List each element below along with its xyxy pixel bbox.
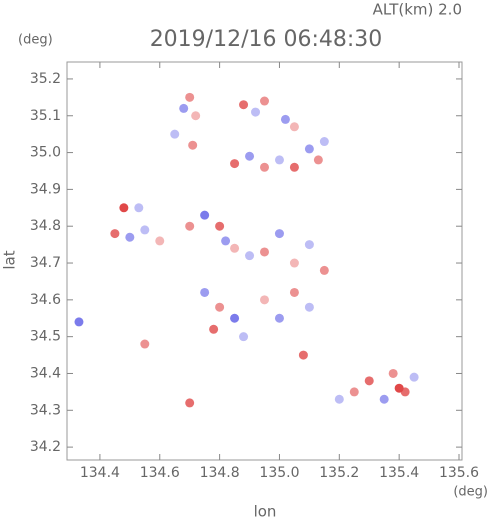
y-tick-label: 35.0 bbox=[30, 145, 61, 161]
x-tick-label: 135.4 bbox=[379, 465, 419, 481]
echo-point bbox=[200, 210, 210, 220]
echo-point bbox=[230, 243, 240, 253]
echo-point bbox=[119, 203, 129, 213]
echo-point bbox=[221, 236, 231, 246]
echo-point bbox=[319, 265, 329, 275]
echo-point bbox=[260, 96, 269, 106]
plot-frame bbox=[66, 61, 463, 461]
echo-point bbox=[364, 376, 374, 386]
chart-title: 2019/12/16 06:48:30 bbox=[150, 27, 383, 52]
echo-point bbox=[313, 155, 323, 165]
echo-point bbox=[388, 368, 398, 378]
echo-point bbox=[245, 251, 255, 261]
echo-point bbox=[274, 155, 284, 165]
echo-point bbox=[289, 122, 299, 132]
echo-point bbox=[334, 394, 344, 404]
echo-point bbox=[185, 92, 195, 102]
y-tick-label: 34.9 bbox=[30, 181, 61, 197]
echo-point bbox=[409, 372, 419, 382]
altitude-annotation: ALT(km) 2.0 bbox=[373, 1, 462, 19]
echo-point bbox=[245, 151, 255, 161]
echo-point bbox=[400, 387, 410, 397]
echo-point bbox=[215, 221, 225, 231]
echo-point bbox=[289, 258, 299, 268]
echo-point bbox=[379, 394, 389, 404]
x-tick-label: 135.0 bbox=[259, 465, 299, 481]
y-tick-label: 34.7 bbox=[30, 255, 61, 271]
y-tick-label: 35.2 bbox=[30, 71, 61, 87]
echo-point bbox=[239, 332, 249, 342]
y-axis-label: lat bbox=[1, 250, 19, 269]
echo-point bbox=[260, 247, 269, 257]
echo-point bbox=[349, 387, 359, 397]
echo-point bbox=[280, 114, 290, 124]
x-tick-label: 135.2 bbox=[319, 465, 359, 481]
echo-point bbox=[304, 144, 314, 154]
echo-point bbox=[209, 324, 219, 334]
echo-point bbox=[179, 103, 189, 113]
echo-point bbox=[251, 107, 261, 117]
y-tick-label: 34.5 bbox=[30, 329, 61, 345]
echo-point bbox=[274, 229, 284, 239]
y-unit: (deg) bbox=[18, 33, 53, 48]
y-tick-label: 34.8 bbox=[30, 218, 61, 234]
echo-point bbox=[125, 232, 135, 242]
echo-point bbox=[74, 317, 84, 327]
x-tick-label: 134.4 bbox=[80, 465, 120, 481]
echo-point bbox=[298, 350, 308, 360]
echo-point bbox=[289, 162, 299, 172]
echo-point bbox=[110, 229, 120, 239]
echo-point bbox=[170, 129, 180, 139]
echo-point bbox=[239, 100, 249, 110]
x-tick-label: 134.6 bbox=[140, 465, 180, 481]
y-tick-label: 34.4 bbox=[30, 365, 61, 381]
x-tick-label: 135.6 bbox=[439, 465, 479, 481]
echo-point bbox=[188, 140, 198, 150]
x-unit: (deg) bbox=[453, 485, 488, 500]
echo-point bbox=[185, 221, 195, 231]
y-tick-label: 34.3 bbox=[30, 402, 61, 418]
echo-point bbox=[200, 287, 210, 297]
echo-point bbox=[289, 287, 299, 297]
echo-point bbox=[140, 339, 150, 349]
echo-point bbox=[319, 137, 329, 147]
y-tick-label: 34.2 bbox=[30, 439, 61, 455]
echo-point bbox=[304, 240, 314, 250]
x-axis-label: lon bbox=[254, 503, 277, 521]
y-tick-label: 35.1 bbox=[30, 108, 61, 124]
echo-point bbox=[260, 162, 269, 172]
y-tick-label: 34.6 bbox=[30, 292, 61, 308]
echo-point bbox=[134, 203, 144, 213]
echo-point bbox=[185, 398, 195, 408]
echo-point bbox=[260, 295, 269, 305]
echo-point bbox=[304, 302, 314, 312]
echo-point bbox=[230, 313, 240, 323]
echo-point bbox=[191, 111, 201, 121]
echo-point bbox=[230, 159, 240, 169]
echo-point bbox=[274, 313, 284, 323]
x-tick-label: 134.8 bbox=[200, 465, 240, 481]
echo-point bbox=[215, 302, 225, 312]
echo-point bbox=[155, 236, 165, 246]
echo-point bbox=[140, 225, 150, 235]
